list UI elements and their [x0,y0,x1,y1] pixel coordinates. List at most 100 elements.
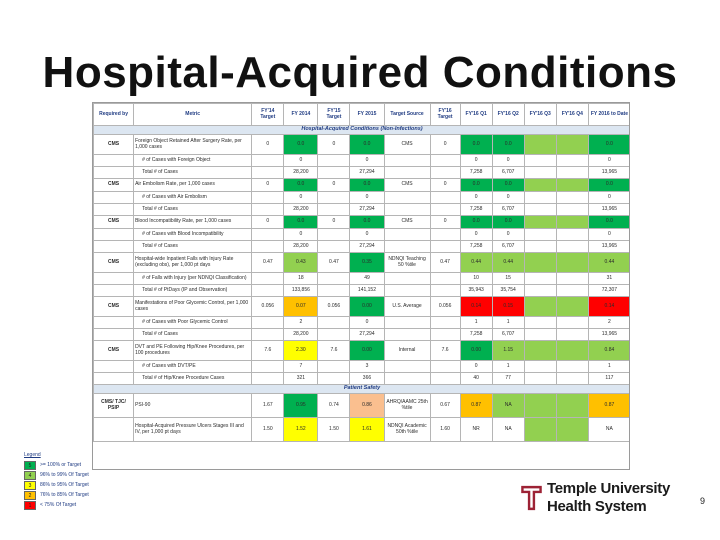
table-row: CMS DVT and PE Following Hip/Knee Procedu… [93,340,629,361]
value-cell: 0 [349,228,385,241]
legend-item: 4 96% to 99% Of Target [24,470,114,480]
value-cell [383,284,431,297]
metric-cell: Total # of Cases [133,328,253,341]
value-cell: 15 [491,272,525,285]
required-by-cell: CMS [93,340,135,361]
value-cell: 0.0 [587,178,629,192]
value-cell [523,284,557,297]
value-cell: 0 [459,191,493,204]
value-cell [555,372,589,385]
value-cell [523,134,557,155]
value-cell: 18 [283,272,319,285]
value-cell [429,316,461,329]
value-cell: 0 [459,360,493,373]
value-cell: 1 [491,360,525,373]
value-cell: 6,707 [491,166,525,179]
value-cell: 0 [349,316,385,329]
metric-cell: # of Falls with Injury (per NDNQI Classi… [133,272,253,285]
value-cell [317,240,351,253]
header-row: Required by Metric FY'14 Target FY 2014 FY'1… [93,103,629,126]
value-cell [523,240,557,253]
value-cell: 0 [491,191,525,204]
legend-label: >= 100% or Target [40,462,82,468]
value-cell: 6,707 [491,240,525,253]
column-header: FY'16 Q3 [523,103,557,126]
value-cell [251,166,285,179]
value-cell [555,203,589,216]
value-cell [555,272,589,285]
value-cell: 0.87 [459,393,493,418]
value-cell [251,328,285,341]
value-cell: 0.0 [283,134,319,155]
value-cell [523,178,557,192]
value-cell [429,240,461,253]
value-cell [251,284,285,297]
required-by-cell [93,203,135,216]
value-cell: CMS [383,134,431,155]
value-cell [251,372,285,385]
value-cell: 0 [587,191,629,204]
metric-cell: Hospital-wide Inpatient Falls with Injur… [133,252,253,273]
value-cell [523,393,557,418]
required-by-cell [93,272,135,285]
value-cell: 0.44 [491,252,525,273]
value-cell: 13,965 [587,203,629,216]
value-cell: CMS [383,215,431,229]
value-cell [429,203,461,216]
value-cell: 0.0 [491,134,525,155]
legend-title: Legend [24,452,41,458]
value-cell: 1.67 [251,393,285,418]
value-cell: 7,258 [459,328,493,341]
value-cell [383,372,431,385]
value-cell [251,203,285,216]
legend-swatch: 2 [24,490,36,500]
column-header: FY'16 Q2 [491,103,525,126]
required-by-cell [93,240,135,253]
column-header: Metric [133,103,253,126]
value-cell [523,166,557,179]
value-cell: 31 [587,272,629,285]
value-cell: 0.0 [491,178,525,192]
value-cell: 0.0 [349,215,385,229]
value-cell: 0.86 [349,393,385,418]
value-cell [317,284,351,297]
value-cell: 1.50 [317,417,351,442]
value-cell: 1 [459,316,493,329]
value-cell [523,340,557,361]
legend-swatch: 1 [24,500,36,510]
value-cell [555,178,589,192]
value-cell: 0.44 [587,252,629,273]
value-cell [251,154,285,167]
value-cell: 0.43 [283,252,319,273]
value-cell [555,296,589,317]
value-cell [383,228,431,241]
value-cell [429,191,461,204]
metric-cell: PSI-90 [133,393,253,418]
required-by-cell [93,316,135,329]
value-cell: 0.15 [491,296,525,317]
value-cell: 0.07 [283,296,319,317]
value-cell: 133,856 [283,284,319,297]
value-cell [251,316,285,329]
value-cell: NA [491,393,525,418]
column-header: FY'16 Q4 [555,103,589,126]
value-cell: 0 [349,191,385,204]
value-cell [555,284,589,297]
value-cell: 0.44 [459,252,493,273]
value-cell [317,191,351,204]
value-cell [383,360,431,373]
value-cell [523,316,557,329]
value-cell: 0.0 [587,215,629,229]
value-cell [555,252,589,273]
value-cell: 366 [349,372,385,385]
value-cell: 0 [587,154,629,167]
required-by-cell [93,417,135,442]
value-cell [523,372,557,385]
value-cell: AHRQ/AAMC 25th %tile [383,393,431,418]
value-cell: NA [491,417,525,442]
metric-cell: Total # of Cases [133,203,253,216]
metric-cell: # of Cases with Blood Incompatibility [133,228,253,241]
table-row: Total # of Hip/Knee Procedure Cases 321 36… [93,372,629,385]
value-cell [555,154,589,167]
value-cell [317,272,351,285]
